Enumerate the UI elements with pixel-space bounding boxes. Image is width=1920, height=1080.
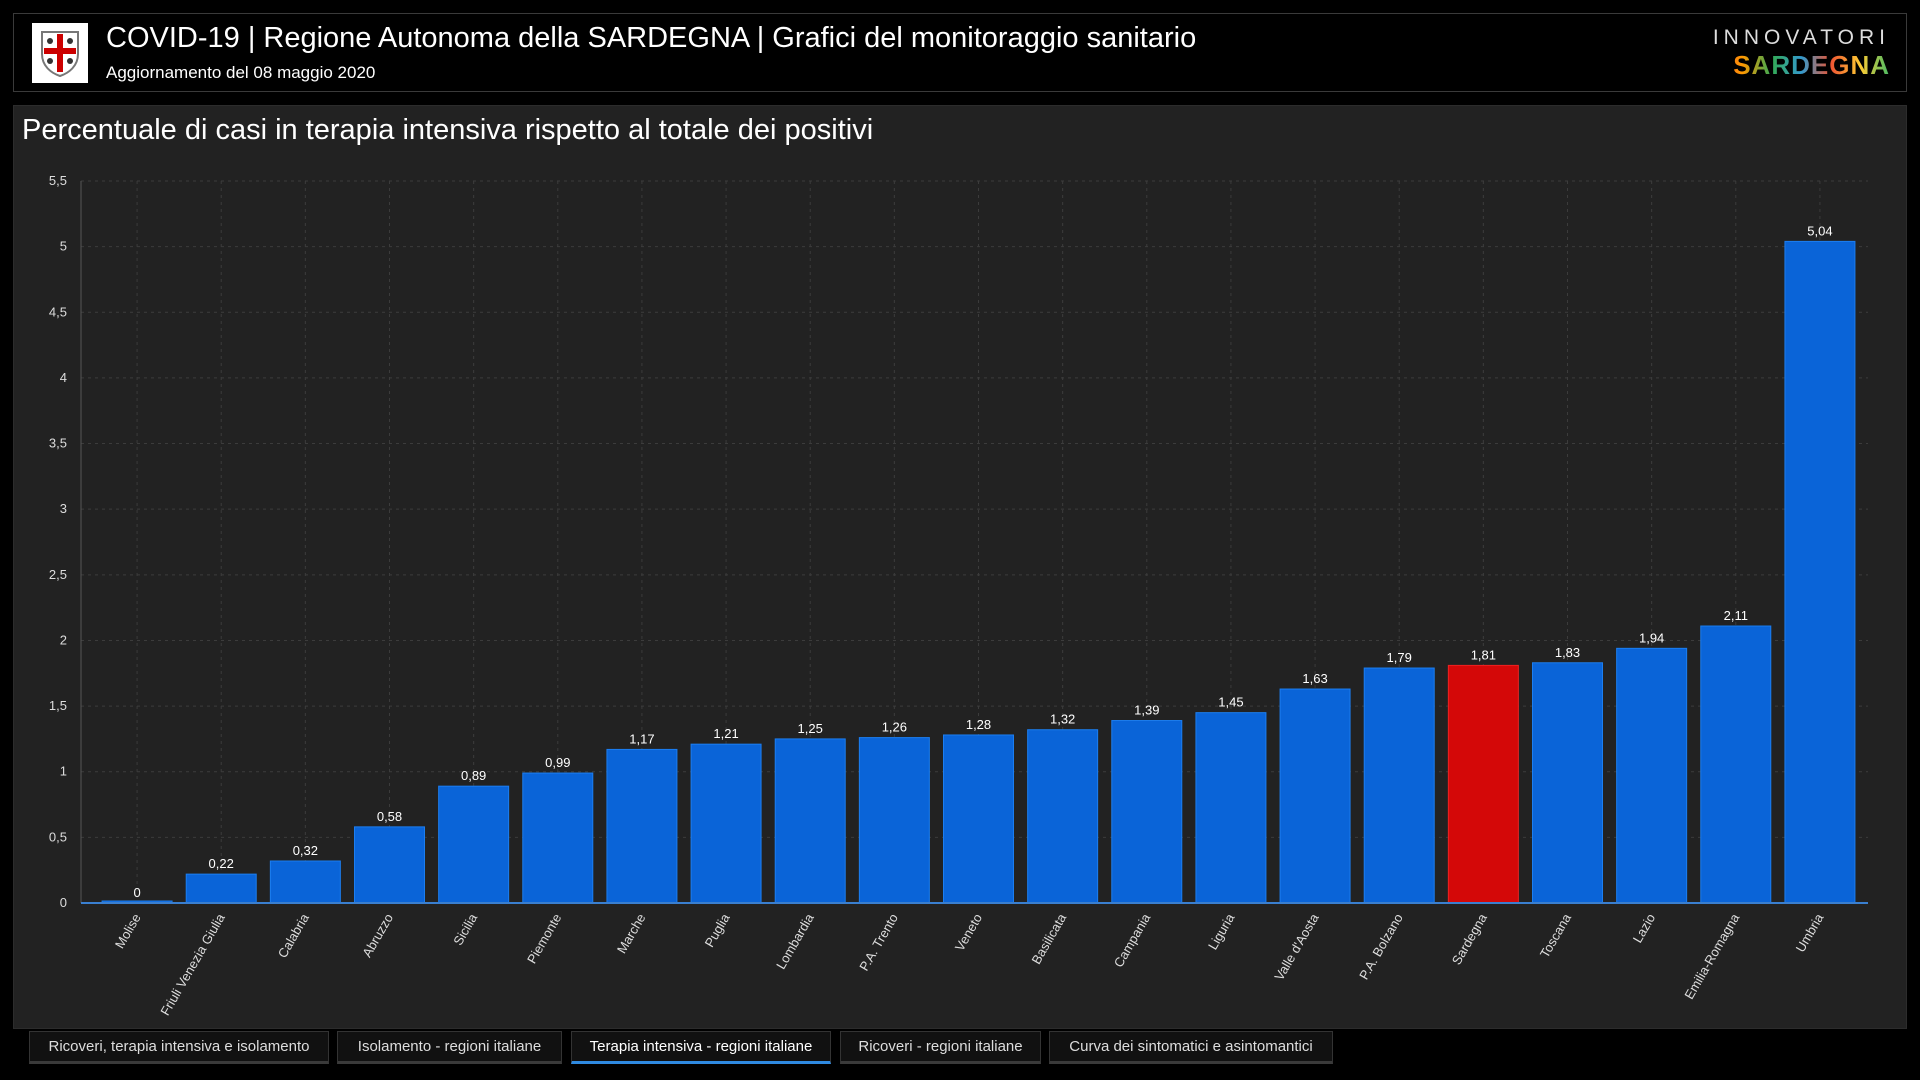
- bar-basilicata[interactable]: [1027, 729, 1099, 904]
- data-label: 0,89: [461, 768, 486, 783]
- tab-label: Terapia intensiva - regioni italiane: [589, 1038, 813, 1055]
- bar-lombardia[interactable]: [774, 738, 846, 904]
- data-label: 1,94: [1639, 630, 1664, 645]
- bar-marche[interactable]: [606, 748, 678, 904]
- x-tick-label: Veneto: [952, 911, 985, 954]
- data-label: 1,45: [1218, 695, 1243, 710]
- y-tick-label: 1: [60, 764, 67, 779]
- x-tick-label: Abruzzo: [359, 911, 396, 960]
- bar-campania[interactable]: [1111, 720, 1183, 904]
- data-label: 1,17: [629, 731, 654, 746]
- data-label: 1,79: [1387, 650, 1412, 665]
- x-tick-label: Umbria: [1793, 910, 1827, 954]
- bar-veneto[interactable]: [943, 734, 1014, 904]
- x-tick-label: Emilia-Romagna: [1681, 910, 1742, 1001]
- x-tick-label: Valle d'Aosta: [1271, 910, 1322, 983]
- bar-sardegna[interactable]: [1447, 664, 1519, 904]
- tab-label: Isolamento - regioni italiane: [357, 1038, 542, 1055]
- data-label: 1,63: [1302, 671, 1327, 686]
- x-tick-label: Puglia: [702, 910, 733, 949]
- tab-terapia-intensiva-regioni[interactable]: Terapia intensiva - regioni italiane: [571, 1031, 831, 1064]
- bar-calabria[interactable]: [269, 860, 341, 904]
- tab-isolamento-regioni[interactable]: Isolamento - regioni italiane: [337, 1031, 562, 1064]
- header: COVID-19 | Regione Autonoma della SARDEG…: [13, 13, 1907, 92]
- tab-ricoveri-regioni[interactable]: Ricoveri - regioni italiane: [840, 1031, 1041, 1064]
- data-label: 0,58: [377, 809, 402, 824]
- bar-p-a-trento[interactable]: [858, 737, 930, 904]
- logo-line2: SARDEGNA: [1713, 50, 1890, 81]
- page-title: COVID-19 | Regione Autonoma della SARDEG…: [106, 22, 1197, 54]
- y-tick-label: 3,5: [49, 436, 67, 451]
- y-tick-label: 1,5: [49, 698, 67, 713]
- x-tick-label: P.A. Trento: [856, 911, 901, 973]
- tab-bar: Ricoveri, terapia intensiva e isolamento…: [0, 1031, 1920, 1065]
- x-tick-label: Piemonte: [524, 911, 564, 966]
- data-label: 0,22: [209, 856, 234, 871]
- bar-friuli-venezia-giulia[interactable]: [185, 873, 257, 904]
- tab-curva-sintomatici[interactable]: Curva dei sintomatici e asintomantici: [1049, 1031, 1333, 1064]
- x-tick-label: Lombardia: [773, 910, 817, 971]
- innovatori-sardegna-logo: INNOVATORI SARDEGNA: [1713, 26, 1890, 81]
- data-label: 2,11: [1724, 608, 1748, 623]
- data-label: 1,83: [1555, 645, 1580, 660]
- tab-label: Ricoveri, terapia intensiva e isolamento: [48, 1038, 310, 1055]
- bar-lazio[interactable]: [1616, 647, 1688, 904]
- bar-umbria[interactable]: [1784, 240, 1856, 904]
- y-tick-label: 0,5: [49, 829, 67, 844]
- x-tick-label: Sardegna: [1449, 910, 1491, 967]
- chart-panel: 0 0,5 1 1,5 2 2,5 3 3,5 4 4,5 5 5,5 0 Molise 0,22 Friul…: [13, 105, 1907, 1029]
- logo-line1: INNOVATORI: [1712, 26, 1890, 49]
- x-tick-label: Basilicata: [1028, 910, 1069, 966]
- y-tick-label: 3: [60, 501, 67, 516]
- y-tick-label: 4: [60, 370, 67, 385]
- x-tick-label: Molise: [112, 911, 144, 951]
- x-tick-label: Friuli Venezia Giulia: [157, 910, 228, 1018]
- bar-p-a-bolzano[interactable]: [1363, 667, 1435, 904]
- sardinia-crest-logo: [32, 23, 88, 83]
- data-label: 1,39: [1134, 703, 1159, 718]
- bar-chart: 0 0,5 1 1,5 2 2,5 3 3,5 4 4,5 5 5,5 0 Molise 0,22 Friul…: [49, 173, 1868, 1018]
- chart-title: Percentuale di casi in terapia intensiva…: [22, 114, 874, 146]
- bar-valle-d-aosta[interactable]: [1279, 688, 1351, 904]
- x-tick-label: Liguria: [1205, 910, 1238, 952]
- x-tick-label: Marche: [614, 911, 649, 956]
- y-tick-label: 5: [60, 239, 67, 254]
- data-label: 0,99: [545, 755, 570, 770]
- bar-abruzzo[interactable]: [354, 826, 425, 904]
- tab-ricoveri-terapia-isolamento[interactable]: Ricoveri, terapia intensiva e isolamento: [29, 1031, 329, 1064]
- tab-label: Ricoveri - regioni italiane: [858, 1038, 1023, 1055]
- bar-emilia-romagna[interactable]: [1700, 625, 1772, 904]
- update-date: Aggiornamento del 08 maggio 2020: [106, 63, 376, 82]
- data-label: 1,25: [798, 721, 823, 736]
- data-label: 5,04: [1807, 223, 1832, 238]
- bar-puglia[interactable]: [690, 743, 762, 904]
- y-tick-label: 0: [60, 895, 67, 910]
- data-label: 1,81: [1471, 647, 1496, 662]
- x-tick-label: Campania: [1111, 910, 1154, 969]
- x-tick-label: P.A. Bolzano: [1356, 911, 1406, 982]
- y-tick-label: 2,5: [49, 567, 67, 582]
- data-label: 1,26: [882, 720, 907, 735]
- bar-toscana[interactable]: [1532, 662, 1603, 904]
- x-tick-label: Lazio: [1630, 911, 1659, 945]
- data-label: 1,32: [1050, 712, 1075, 727]
- tab-label: Curva dei sintomatici e asintomantici: [1069, 1038, 1313, 1055]
- bar-piemonte[interactable]: [522, 772, 594, 904]
- bar-sicilia[interactable]: [438, 785, 510, 904]
- x-tick-label: Sicilia: [450, 910, 480, 948]
- y-tick-label: 2: [60, 632, 67, 647]
- y-tick-label: 5,5: [49, 173, 67, 188]
- data-label: 0,32: [293, 843, 318, 858]
- x-tick-label: Calabria: [275, 910, 313, 960]
- data-label: 1,21: [713, 726, 738, 741]
- x-tick-label: Toscana: [1537, 910, 1575, 960]
- data-label: 1,28: [966, 717, 991, 732]
- y-tick-label: 4,5: [49, 304, 67, 319]
- bar-liguria[interactable]: [1195, 712, 1267, 904]
- data-label: 0: [133, 885, 140, 900]
